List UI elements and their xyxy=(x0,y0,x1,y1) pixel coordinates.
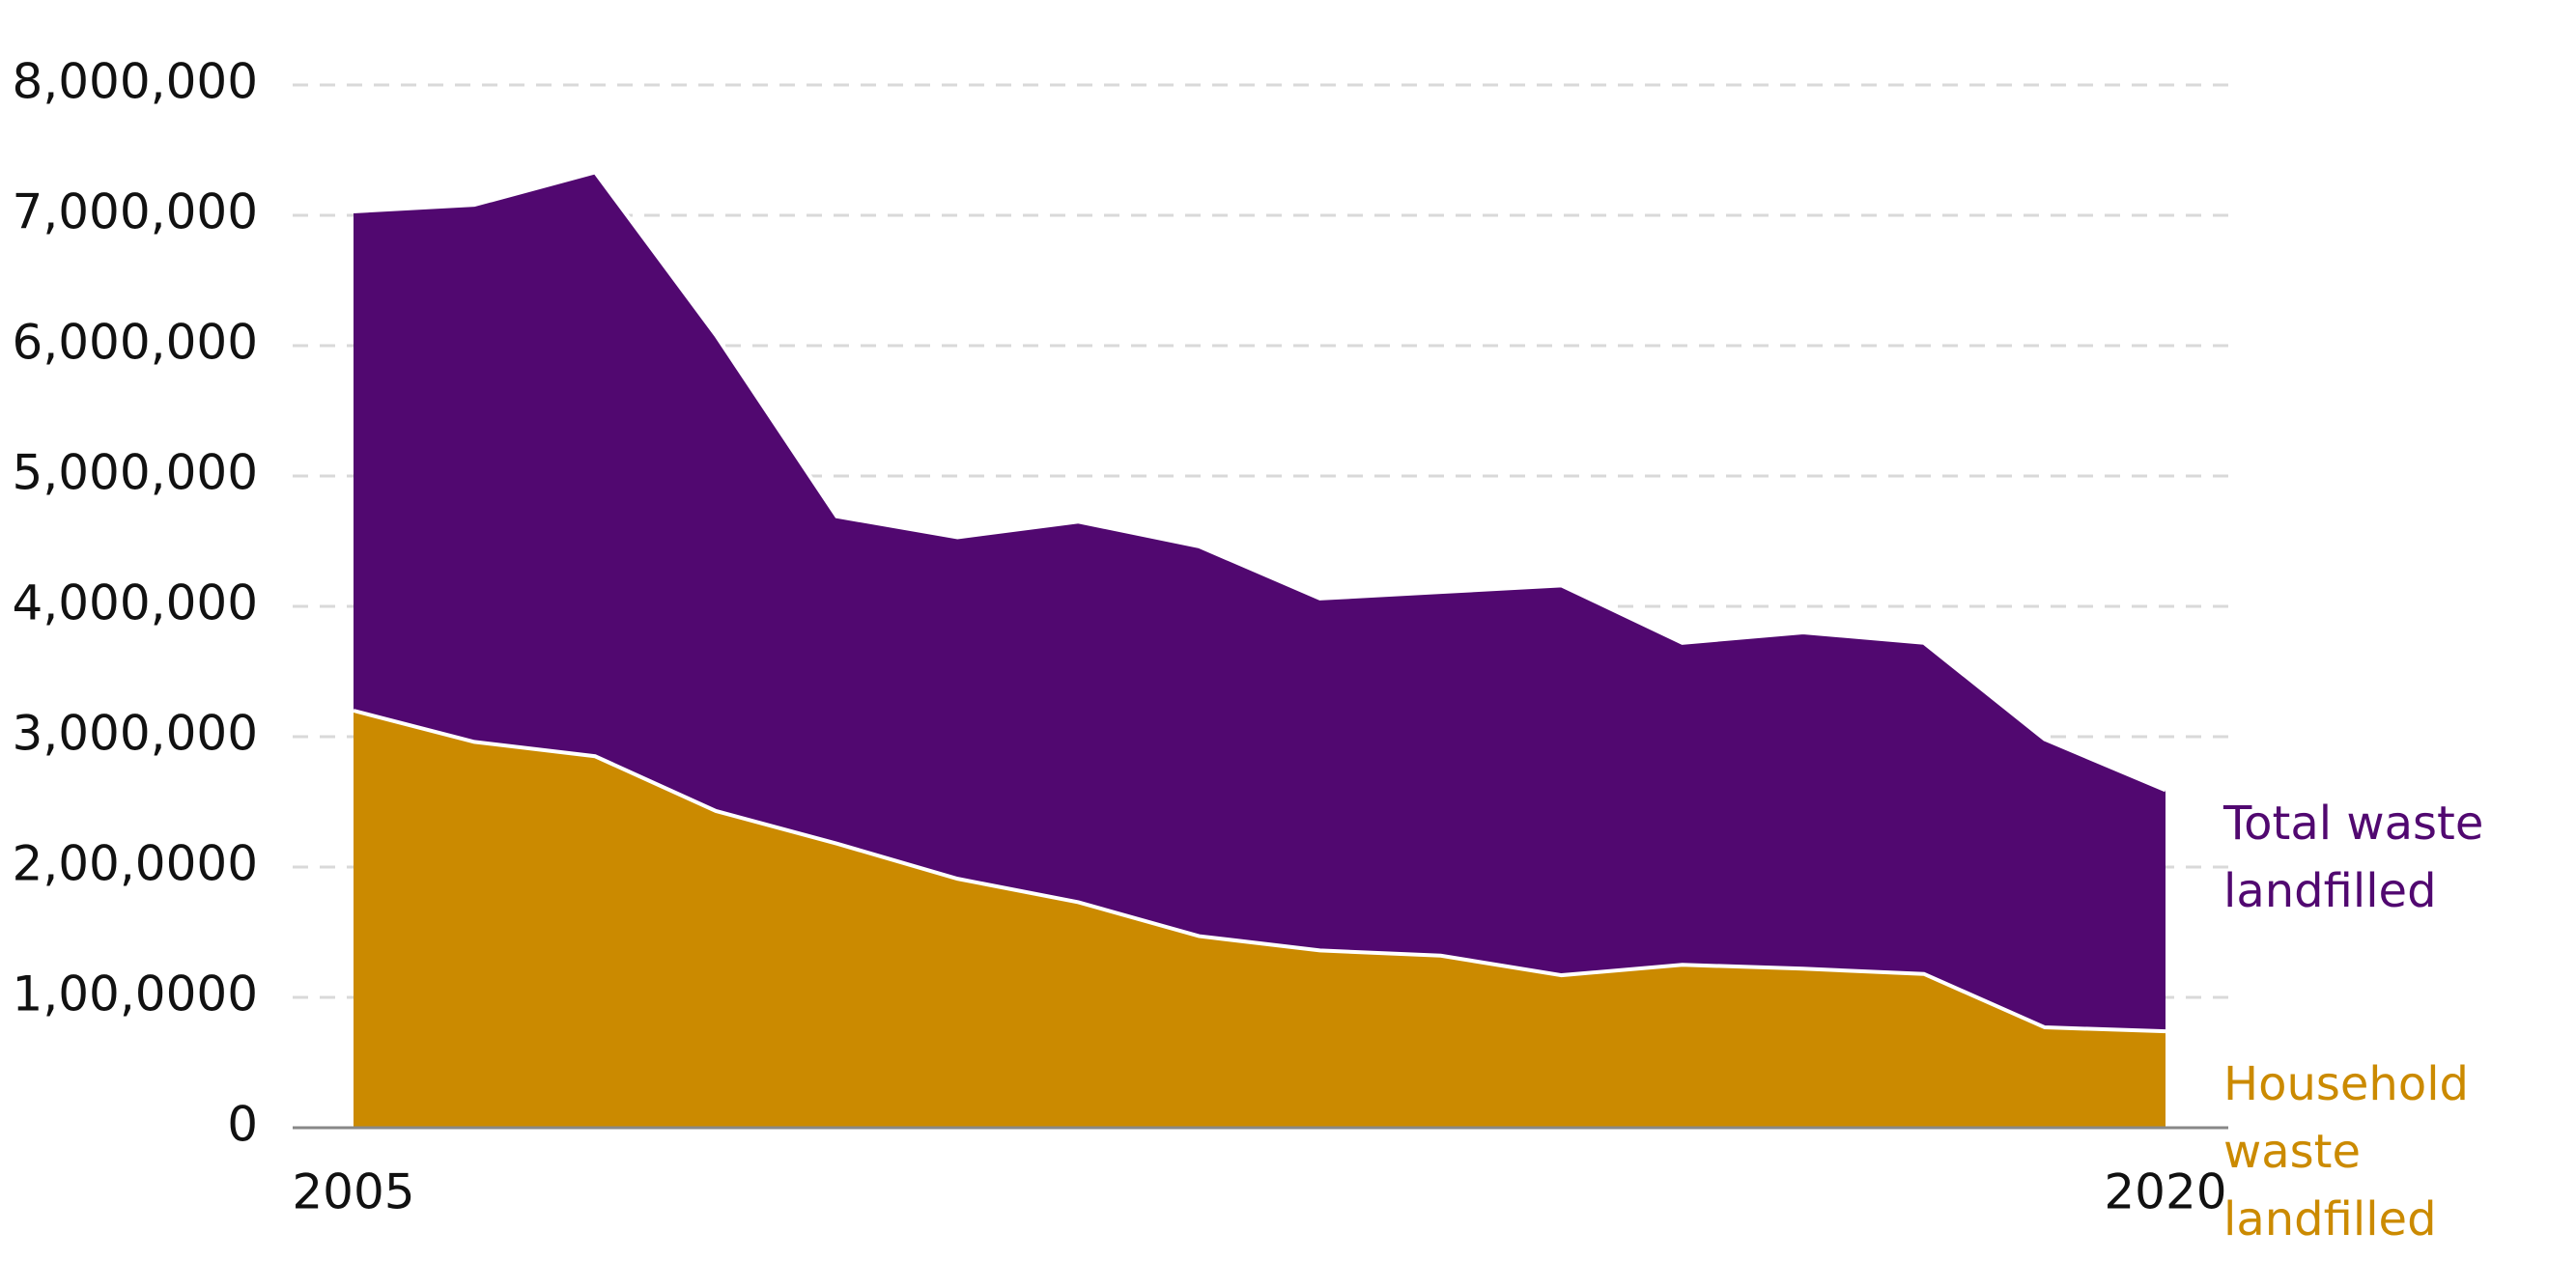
y-tick-label: 5,000,000 xyxy=(13,445,258,501)
y-tick-label: 8,000,000 xyxy=(13,54,258,110)
y-tick-label: 6,000,000 xyxy=(13,315,258,371)
y-tick-label: 0 xyxy=(227,1097,258,1153)
y-tick-label: 4,000,000 xyxy=(13,575,258,631)
x-tick-label: 2020 xyxy=(2104,1164,2226,1220)
y-tick-label: 2,00,0000 xyxy=(13,836,258,892)
y-tick-label: 7,000,000 xyxy=(13,184,258,240)
y-tick-label: 1,00,0000 xyxy=(13,966,258,1022)
y-tick-label: 3,000,000 xyxy=(13,706,258,762)
area-edge xyxy=(353,709,2166,1034)
x-tick-label: 2005 xyxy=(292,1164,414,1220)
series-label: Total waste landfilled xyxy=(2223,797,2484,919)
area xyxy=(354,711,2166,1128)
area-edge xyxy=(353,170,2166,793)
series-label: Household waste landfilled xyxy=(2223,1057,2470,1247)
